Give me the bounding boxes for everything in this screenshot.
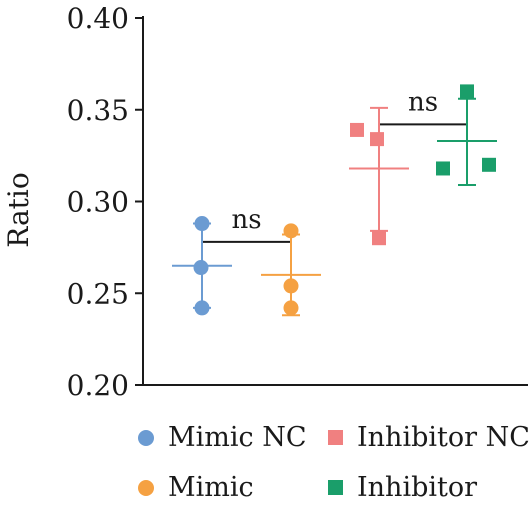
significance-bracket	[378, 123, 468, 135]
data-point	[350, 122, 364, 137]
data-point	[194, 300, 210, 316]
data-point	[283, 223, 299, 239]
y-axis: 0.20 0.25 0.30 0.35 0.40	[67, 2, 528, 402]
data-point	[193, 260, 209, 276]
group-inhibitor-nc	[349, 106, 409, 246]
group-mimic	[261, 223, 321, 317]
group-inhibitor	[436, 84, 497, 186]
data-groups	[172, 84, 497, 317]
data-point	[370, 132, 384, 147]
comparison-brackets: ns ns	[201, 87, 468, 252]
significance-label: ns	[408, 87, 438, 117]
y-tick-label: 0.20	[67, 369, 129, 402]
data-point	[460, 84, 474, 99]
significance-label: ns	[231, 205, 261, 235]
y-tick-label: 0.30	[67, 186, 129, 219]
y-axis-label: Ratio	[2, 172, 35, 247]
data-point	[372, 231, 386, 246]
data-point	[283, 278, 299, 294]
significance-bracket	[201, 240, 292, 252]
group-mimic-nc	[172, 216, 232, 316]
data-point	[482, 157, 496, 172]
data-point	[436, 161, 450, 176]
y-tick-label: 0.40	[67, 2, 129, 35]
y-tick-label: 0.35	[67, 94, 129, 127]
y-tick-label: 0.25	[67, 277, 129, 310]
data-point	[194, 216, 210, 232]
data-point	[283, 300, 299, 316]
